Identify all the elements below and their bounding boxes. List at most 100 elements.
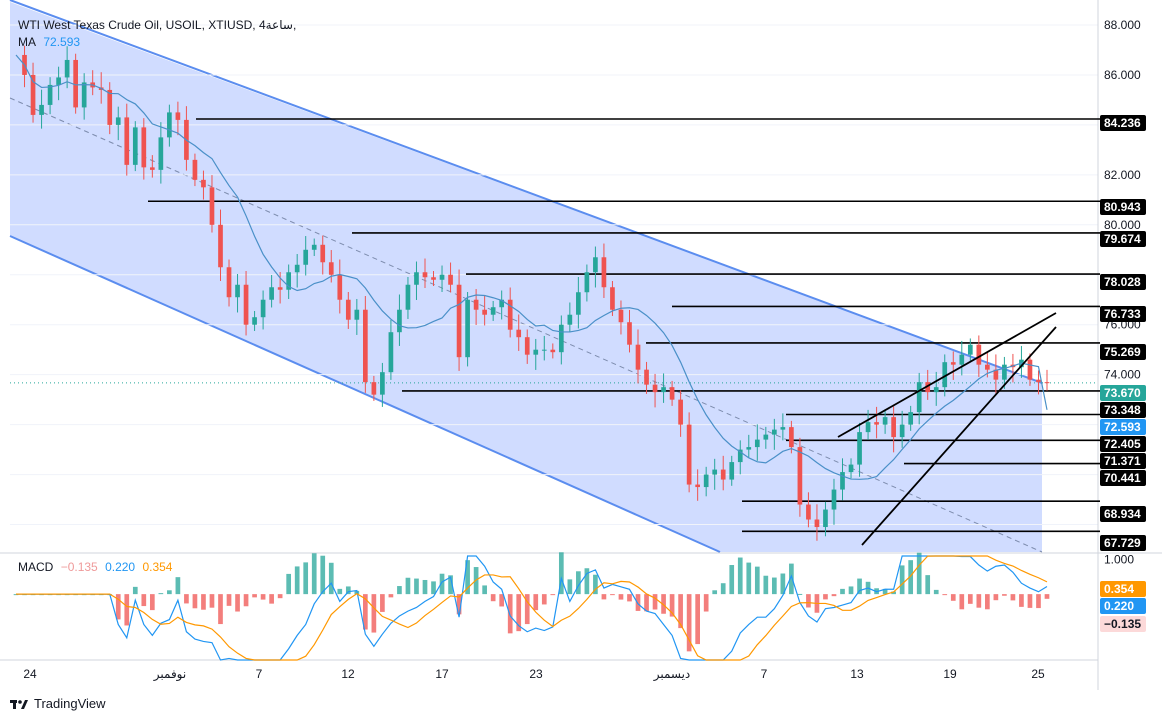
macd-legend: MACD −0.135 0.220 0.354 [18,560,176,574]
macd-histogram-bar [524,594,530,625]
candle-body [703,474,709,488]
macd-histogram-bar [448,575,453,595]
macd-histogram-bar [184,594,189,604]
channel-layer [9,0,1043,553]
candle-body [473,299,479,310]
price-tag-bg [1100,385,1146,401]
price-tag-label: 80.943 [1104,200,1141,214]
candle-body [328,262,334,275]
price-tag-bg [1100,115,1146,131]
candle-body [848,464,854,473]
macd-histogram-bar [703,594,709,612]
candle-body [141,127,147,168]
macd-histogram-bar [771,577,777,595]
price-tag-label: 73.348 [1104,403,1141,417]
candle-body [1044,382,1050,384]
macd-histogram-bar [789,563,794,595]
macd-histogram-bar [235,594,240,612]
macd-histogram-bar [712,590,718,595]
macd-histogram-bar [533,594,539,611]
macd-histogram-bar [993,594,999,601]
candle-body [737,449,743,463]
candle-body [558,324,564,353]
candle-body [286,272,292,290]
candle-body [644,369,649,385]
macd-histogram-bar [380,594,385,612]
macd-histogram-bar [507,594,513,634]
price-tag-label: 72.405 [1104,437,1141,451]
macd-histogram-bar [806,594,811,608]
candle-body [158,137,164,170]
candle-body [891,417,896,438]
candle-body [439,274,445,280]
macd-histogram-bar [942,594,948,596]
price-tag-label: 70.441 [1104,471,1141,485]
candle-body [47,84,53,105]
candle-body [465,299,470,358]
macd-histogram-bar [397,586,402,595]
macd-histogram-bar [175,577,181,595]
candle-body [81,82,87,108]
macd-histogram-bar [414,578,419,595]
macd-histogram-bar [840,588,845,595]
price-tag-label: 67.729 [1104,536,1141,550]
x-tick-label: 13 [850,667,864,681]
candle-body [39,104,44,115]
price-tags-layer: 84.236 80.943 79.674 78.028 76.733 75.269 73.6… [1100,115,1146,632]
macd-histogram-bar [439,573,445,595]
macd-histogram-bar [754,566,760,595]
macd-histogram-bar [950,594,956,601]
price-tag-bg [1100,419,1146,435]
macd-histogram-bar [780,573,786,595]
candle-body [107,89,113,125]
price-tag-label: 78.028 [1104,275,1141,289]
macd-hist-value: −0.135 [60,560,98,574]
candle-body [771,429,777,435]
macd-histogram-bar [345,586,351,595]
candle-body [201,179,206,188]
candle-body [260,299,266,318]
candle-body [754,439,760,448]
macd-histogram-bar [601,594,607,600]
candle-body [167,112,172,138]
x-tick-label: 23 [529,667,543,681]
candle-body [490,307,496,315]
candle-body [763,434,769,440]
macd-histogram-bar [652,594,658,610]
candle-body [269,287,274,300]
macd-histogram-bar [976,594,982,608]
macd-histogram-bar [260,594,266,600]
candle-body [712,469,718,475]
macd-histogram-bar [584,568,590,595]
candle-body [388,332,394,373]
candle-body [916,382,922,413]
macd-tag-bg [1100,581,1146,597]
candle-body [345,299,351,320]
levels-layer [10,118,1100,533]
price-tag-label: 68.934 [1104,507,1141,521]
candle-body [524,337,530,355]
candle-body [831,489,837,510]
candle-body [1002,364,1007,380]
candle-body [252,317,257,325]
candle-body [541,349,547,351]
candle-body [405,284,411,310]
macd-histogram-bar [422,579,428,595]
candle-body [30,74,36,115]
candle-body [516,329,522,338]
macd-histogram-bar [857,578,862,595]
x-tick-label: 25 [1031,667,1045,681]
macd-histogram-bar [891,591,896,595]
y-tick-label: 86.000 [1104,68,1141,82]
macd-histogram-bar [294,566,300,595]
candle-body [908,412,914,425]
candle-body [635,344,641,370]
macd-label: MACD [18,560,54,574]
candle-body [337,274,343,300]
price-tag-label: 75.269 [1104,345,1141,359]
candle-body [550,349,556,353]
macd-histogram-bar [388,594,394,598]
footer[interactable]: TradingView [10,696,106,711]
